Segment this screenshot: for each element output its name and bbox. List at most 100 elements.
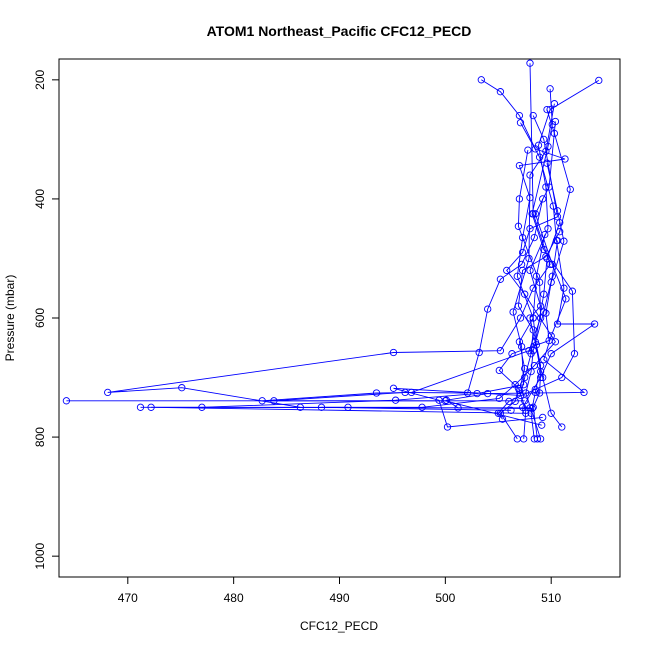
data-point-5-5: [562, 295, 570, 303]
profile-line-3: [497, 88, 575, 420]
data-point-1-1: [595, 76, 603, 85]
data-point-11-8: [529, 326, 537, 334]
data-point-6-9: [391, 396, 400, 404]
data-point-14-4: [532, 341, 541, 349]
data-point-3-7: [570, 350, 579, 358]
data-point-9-4: [535, 278, 544, 286]
x-tick-label: 470: [118, 591, 138, 605]
data-point-15-1: [553, 236, 562, 245]
data-point-14-6: [531, 388, 539, 397]
data-point-3-9: [531, 385, 539, 394]
data-point-6-5: [509, 308, 517, 316]
data-point-12-6: [545, 336, 553, 345]
data-point-4-3: [549, 202, 557, 210]
profile-line-4: [520, 122, 597, 408]
data-point-3-1: [546, 85, 554, 93]
data-point-1-5: [544, 225, 552, 233]
data-point-5-8: [580, 388, 588, 397]
profile-line-11: [393, 109, 571, 428]
data-point-11-14: [443, 423, 452, 431]
data-point-12-5: [542, 309, 550, 317]
data-point-10-1: [529, 111, 537, 120]
data-point-1-6: [526, 266, 534, 275]
data-point-6-8: [473, 389, 481, 398]
data-point-1-10: [547, 409, 555, 417]
data-point-7-11: [521, 397, 529, 405]
data-point-6-11: [136, 403, 145, 411]
data-point-2-5: [561, 155, 569, 163]
data-point-15-3: [540, 308, 548, 316]
data-point-13-3: [540, 290, 548, 298]
y-tick-label: 800: [33, 427, 47, 447]
data-point-1-11: [558, 423, 566, 431]
data-point-2-1: [477, 76, 485, 84]
data-point-13-6: [535, 389, 544, 397]
data-point-5-10: [442, 396, 451, 404]
data-point-10-14: [507, 406, 515, 414]
data-point-14-5: [536, 361, 545, 370]
y-tick-label: 400: [33, 189, 47, 209]
data-point-5-11: [454, 404, 462, 412]
data-point-7-9: [270, 397, 278, 405]
data-point-4-8: [547, 350, 555, 358]
data-point-11-7: [514, 302, 523, 310]
data-point-2-9: [513, 272, 521, 280]
data-point-6-7: [520, 381, 528, 389]
data-point-10-13: [317, 403, 326, 411]
data-point-11-12: [389, 384, 398, 392]
data-point-10-7: [521, 290, 529, 298]
data-point-14-3: [529, 314, 537, 322]
data-point-1-8: [526, 314, 534, 322]
data-point-4-7: [590, 320, 599, 328]
data-point-8-8: [104, 388, 112, 397]
data-point-10-12: [418, 403, 426, 411]
data-point-7-6: [475, 348, 483, 357]
x-tick-label: 510: [541, 591, 561, 605]
data-point-2-7: [526, 194, 534, 202]
data-point-12-2: [553, 207, 562, 215]
data-point-10-11: [495, 394, 503, 403]
data-point-4-10: [518, 403, 527, 411]
data-point-2-3: [515, 111, 524, 120]
data-point-2-2: [496, 88, 505, 96]
data-point-3-3: [544, 142, 552, 151]
data-point-6-2: [542, 147, 550, 155]
data-point-10-2: [540, 135, 548, 144]
data-point-5-6: [547, 332, 555, 340]
data-point-3-11: [494, 409, 502, 417]
profile-line-7: [66, 198, 544, 402]
data-point-12-1: [543, 159, 551, 167]
x-tick-label: 490: [329, 591, 349, 605]
data-point-11-5: [542, 253, 550, 261]
data-point-15-7: [536, 435, 545, 443]
data-point-7-1: [539, 195, 547, 203]
data-point-7-2: [530, 233, 538, 242]
profile-line-1: [529, 80, 600, 428]
data-point-8-3: [546, 260, 554, 269]
data-point-8-4: [529, 284, 537, 292]
data-point-11-4: [556, 228, 564, 236]
data-point-6-6: [517, 342, 526, 351]
data-point-12-8: [495, 366, 503, 375]
data-point-8-7: [389, 348, 398, 357]
data-point-8-6: [496, 347, 505, 355]
data-point-8-13: [522, 409, 530, 417]
data-point-11-6: [518, 266, 527, 275]
data-point-2-11: [515, 338, 524, 346]
data-point-9-7: [407, 388, 416, 397]
data-point-12-7: [508, 350, 516, 358]
x-tick-label: 500: [435, 591, 455, 605]
data-point-1-7: [536, 302, 545, 310]
data-point-3-5: [540, 245, 548, 254]
data-point-8-11: [344, 403, 352, 411]
data-point-15-2: [548, 272, 556, 280]
data-point-8-2: [529, 210, 537, 218]
data-point-13-1: [556, 219, 564, 227]
data-point-6-4: [525, 254, 533, 263]
data-point-12-9: [514, 384, 523, 392]
data-point-11-3: [566, 185, 574, 194]
data-point-9-11: [538, 421, 546, 429]
data-point-5-1: [551, 117, 560, 126]
data-point-9-9: [258, 397, 266, 405]
